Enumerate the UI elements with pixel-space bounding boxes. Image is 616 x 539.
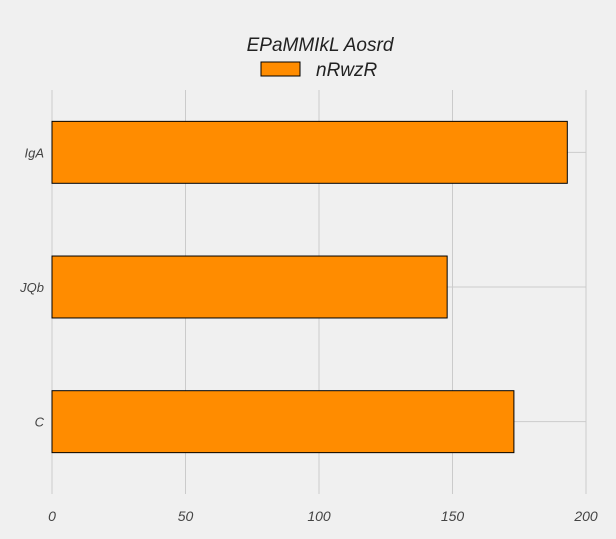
chart-title: EPaMMIkL Aosrd: [247, 35, 395, 56]
legend-swatch: [260, 61, 301, 77]
category-labels: IgA JQb C: [19, 145, 44, 429]
bar: [51, 255, 448, 319]
bar: [51, 390, 515, 454]
bars: [51, 120, 568, 454]
category-label: JQb: [19, 280, 44, 295]
category-label: C: [35, 415, 45, 430]
legend: nRwzR: [260, 60, 378, 81]
legend-label: nRwzR: [316, 60, 378, 81]
x-tick-labels: 0 50 100 150 200: [48, 508, 598, 524]
category-label: IgA: [24, 145, 44, 160]
x-tick-label: 200: [573, 508, 598, 524]
x-tick-label: 0: [48, 508, 56, 524]
x-tick-label: 100: [307, 508, 331, 524]
x-tick-label: 50: [178, 508, 194, 524]
x-tick-label: 150: [441, 508, 465, 524]
bar: [51, 120, 568, 184]
